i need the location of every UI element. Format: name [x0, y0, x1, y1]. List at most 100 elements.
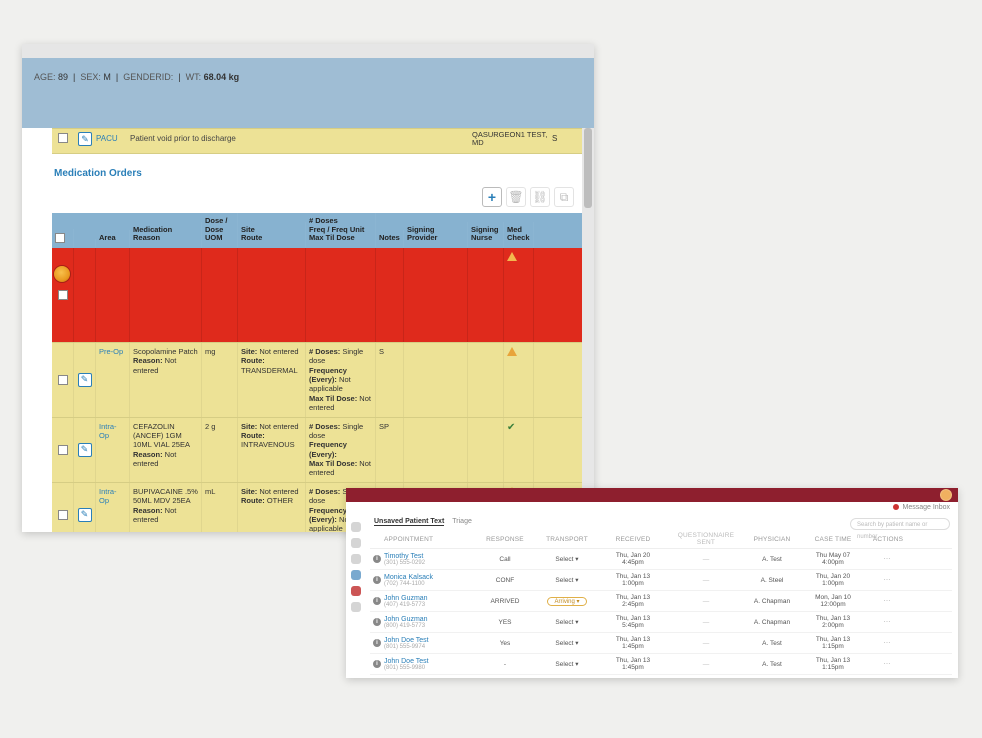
transport-select[interactable]: Select ▾ [555, 640, 578, 647]
cell-doses: # Doses: Single doseFrequency (Every): M… [306, 418, 376, 482]
row-checkbox[interactable] [58, 445, 68, 455]
message-inbox-label: Message Inbox [903, 504, 950, 511]
info-icon[interactable]: i [373, 639, 381, 647]
cell-dose: mL [202, 483, 238, 532]
row-actions-menu[interactable]: ⋯ [884, 577, 893, 584]
list-item[interactable]: iJohn Guzman(407) 419-5773ARRIVED Arrivin… [370, 591, 952, 612]
questionnaire-cell: — [668, 619, 744, 626]
row-actions-menu[interactable]: ⋯ [884, 661, 893, 668]
col-doses[interactable]: # Doses Freq / Freq Unit Max Til Dose [306, 213, 376, 248]
casetime-cell: Thu, Jan 13 2:00pm [800, 615, 866, 629]
table-row[interactable] [52, 248, 582, 343]
flow-main: Unsaved Patient Text Triage APPOINTMENT … [366, 516, 958, 678]
rail-icon[interactable] [351, 538, 361, 548]
rail-icon-alert[interactable] [351, 586, 361, 596]
med-orders-toolbar: + 🗑 ⛓ ⧉ [52, 187, 582, 207]
edit-button[interactable]: ✎ [78, 443, 92, 457]
info-icon[interactable]: i [373, 576, 381, 584]
col-site[interactable]: Site Route [238, 222, 306, 248]
row-actions-menu[interactable]: ⋯ [884, 619, 893, 626]
section-title: Medication Orders [54, 168, 582, 179]
list-item[interactable]: iMonica Kalsack(702) 744-1100CONFSelect … [370, 570, 952, 591]
row-actions-menu[interactable]: ⋯ [884, 556, 893, 563]
flow-tabs: Unsaved Patient Text Triage [370, 516, 952, 530]
patient-name-cell[interactable]: John Guzman(407) 419-5773 [384, 595, 474, 608]
delete-button[interactable]: 🗑 [506, 187, 526, 207]
rail-icon[interactable] [351, 522, 361, 532]
row-checkbox[interactable] [58, 290, 68, 300]
copy-button[interactable]: ⧉ [554, 187, 574, 207]
info-icon[interactable]: i [373, 555, 381, 563]
received-cell: Thu, Jan 13 2:45pm [598, 594, 668, 608]
link-button[interactable]: ⛓ [530, 187, 550, 207]
col-actions[interactable]: ACTIONS [866, 536, 910, 543]
list-item[interactable]: iJohn Doe Test(801) 555-9974YesSelect ▾T… [370, 633, 952, 654]
table-row[interactable]: ✎Pre-OpScopolamine PatchReason: Not ente… [52, 343, 582, 418]
tab-unsaved[interactable]: Unsaved Patient Text [374, 518, 444, 526]
transport-select[interactable]: Select ▾ [555, 619, 578, 626]
patient-name-cell[interactable]: John Guzman(800) 419-5773 [384, 616, 474, 629]
col-physician[interactable]: PHYSICIAN [744, 536, 800, 543]
rail-icon[interactable] [351, 602, 361, 612]
response-cell: YES [474, 619, 536, 626]
patient-name-cell[interactable]: Monica Kalsack(702) 744-1100 [384, 574, 474, 587]
rail-icon[interactable] [351, 554, 361, 564]
received-cell: Thu, Jan 20 4:45pm [598, 552, 668, 566]
col-med-check[interactable]: Med Check [504, 222, 534, 248]
patient-name-cell[interactable]: John Doe Test(801) 555-9980 [384, 658, 474, 671]
patient-name-cell[interactable]: John Doe Test(801) 555-9974 [384, 637, 474, 650]
col-notes[interactable]: Notes [376, 230, 404, 248]
info-icon[interactable]: i [373, 618, 381, 626]
edit-button[interactable]: ✎ [78, 373, 92, 387]
col-appointment[interactable]: APPOINTMENT [384, 536, 474, 543]
transport-select[interactable]: Select ▾ [555, 556, 578, 563]
edit-button[interactable]: ✎ [78, 508, 92, 522]
cell-signing-nurse [468, 418, 504, 482]
row-actions-menu[interactable]: ⋯ [884, 640, 893, 647]
table-row[interactable]: ✎Intra-OpCEFAZOLIN (ANCEF) 1GM 10ML VIAL… [52, 418, 582, 483]
col-casetime[interactable]: CASE TIME [800, 536, 866, 543]
col-received[interactable]: RECEIVED [598, 536, 668, 543]
list-item[interactable]: iTimothy Test(301) 555-0292Call Select ▾ T… [370, 549, 952, 570]
col-area[interactable]: Area [96, 230, 130, 248]
row-checkbox[interactable] [58, 133, 68, 143]
add-button[interactable]: + [482, 187, 502, 207]
message-inbox-link[interactable]: Message Inbox [346, 502, 958, 513]
response-cell: ARRIVED [474, 598, 536, 605]
col-medication[interactable]: Medication Reason [130, 222, 202, 248]
info-icon[interactable]: i [373, 660, 381, 668]
col-transport[interactable]: TRANSPORT [536, 536, 598, 543]
info-icon[interactable]: i [373, 597, 381, 605]
casetime-cell: Thu, Jan 13 1:15pm [800, 657, 866, 671]
user-avatar-icon[interactable] [940, 489, 952, 501]
edit-button[interactable]: ✎ [78, 132, 92, 146]
flow-titlebar[interactable] [346, 488, 958, 502]
age-value: 89 [58, 72, 68, 82]
select-all-checkbox[interactable] [55, 233, 65, 243]
row-checkbox[interactable] [58, 375, 68, 385]
list-item[interactable]: iJohn Doe Test(801) 555-9980-Select ▾Thu… [370, 654, 952, 675]
row-actions-menu[interactable]: ⋯ [884, 598, 893, 605]
col-questionnaire[interactable]: QUESTIONNAIRE SENT [668, 532, 744, 546]
row-checkbox[interactable] [58, 510, 68, 520]
vertical-scrollbar[interactable] [582, 128, 594, 532]
col-signing-provider[interactable]: Signing Provider [404, 222, 468, 248]
tab-triage[interactable]: Triage [452, 518, 472, 526]
cell-site: Site: Not enteredRoute: TRANSDERMAL [238, 343, 306, 417]
col-signing-nurse[interactable]: Signing Nurse [468, 222, 504, 248]
cell-signing-provider [404, 418, 468, 482]
arriving-badge[interactable]: Arriving ▾ [547, 597, 586, 606]
rail-icon-active[interactable] [351, 570, 361, 580]
col-response[interactable]: RESPONSE [474, 536, 536, 543]
patient-name-cell[interactable]: Timothy Test(301) 555-0292 [384, 553, 474, 566]
scrollbar-thumb[interactable] [584, 128, 592, 208]
discharge-s: S [552, 129, 582, 143]
physician-cell: A. Chapman [744, 619, 800, 626]
col-dose[interactable]: Dose / Dose UOM [202, 213, 238, 248]
transport-select[interactable]: Select ▾ [555, 577, 578, 584]
list-item[interactable]: iJohn Guzman(800) 419-5773YES Select ▾ Thu… [370, 612, 952, 633]
emr-titlebar[interactable] [22, 44, 594, 58]
response-cell: Call [474, 556, 536, 563]
cell-medication: Scopolamine PatchReason: Not entered [130, 343, 202, 417]
transport-select[interactable]: Select ▾ [555, 661, 578, 668]
